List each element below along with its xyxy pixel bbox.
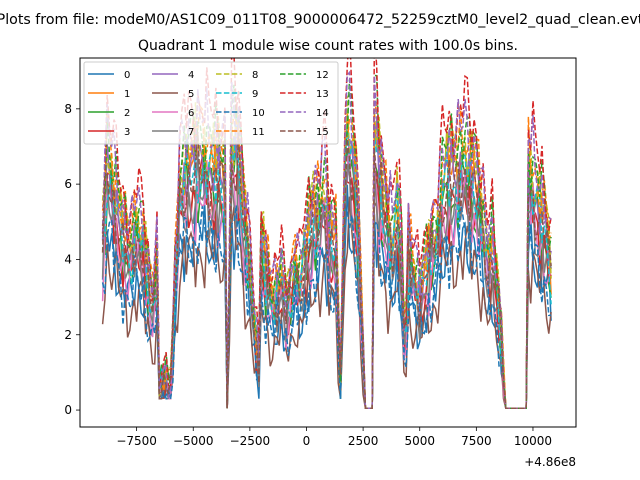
legend-label-15: 15 bbox=[316, 127, 329, 138]
x-axis: −7500 −5000 −2500 0 2500 5000 7500 10000 bbox=[116, 427, 552, 448]
x-tick-label: 2500 bbox=[348, 434, 379, 448]
x-tick-label: 7500 bbox=[461, 434, 492, 448]
legend-label-6: 6 bbox=[188, 108, 194, 119]
legend-label-8: 8 bbox=[252, 70, 258, 81]
legend-label-1: 1 bbox=[124, 89, 130, 100]
x-tick-label: 0 bbox=[303, 434, 311, 448]
legend-label-14: 14 bbox=[316, 108, 329, 119]
plot-frame bbox=[79, 57, 577, 428]
legend-label-2: 2 bbox=[124, 108, 130, 119]
y-tick-label: 8 bbox=[64, 102, 72, 116]
legend-label-9: 9 bbox=[252, 89, 258, 100]
y-axis: 0 2 4 6 8 bbox=[64, 102, 80, 417]
legend-label-12: 12 bbox=[316, 70, 329, 81]
x-tick-label: −5000 bbox=[173, 434, 214, 448]
legend-label-11: 11 bbox=[252, 127, 265, 138]
y-tick-label: 4 bbox=[64, 252, 72, 266]
legend-label-0: 0 bbox=[124, 70, 130, 81]
x-tick-label: 5000 bbox=[404, 434, 435, 448]
legend-label-3: 3 bbox=[124, 127, 130, 138]
series-layer bbox=[101, 58, 552, 409]
legend-label-13: 13 bbox=[316, 89, 329, 100]
figure-suptitle: Plots from file: modeM0/AS1C09_011T08_90… bbox=[0, 12, 640, 28]
chart-title: Quadrant 1 module wise count rates with … bbox=[138, 38, 518, 54]
legend-label-4: 4 bbox=[188, 70, 194, 81]
legend-label-5: 5 bbox=[188, 89, 194, 100]
x-tick-label: 10000 bbox=[514, 434, 552, 448]
y-tick-label: 0 bbox=[64, 403, 72, 417]
x-tick-label: −7500 bbox=[116, 434, 157, 448]
x-tick-label: −2500 bbox=[230, 434, 271, 448]
series-line-14 bbox=[101, 70, 552, 409]
legend-label-10: 10 bbox=[252, 108, 265, 119]
x-axis-offset-label: +4.86e8 bbox=[524, 455, 576, 469]
legend-label-7: 7 bbox=[188, 127, 194, 138]
series-line-15 bbox=[101, 131, 552, 409]
legend-box bbox=[83, 61, 339, 145]
y-tick-label: 6 bbox=[64, 177, 72, 191]
y-tick-label: 2 bbox=[64, 328, 72, 342]
